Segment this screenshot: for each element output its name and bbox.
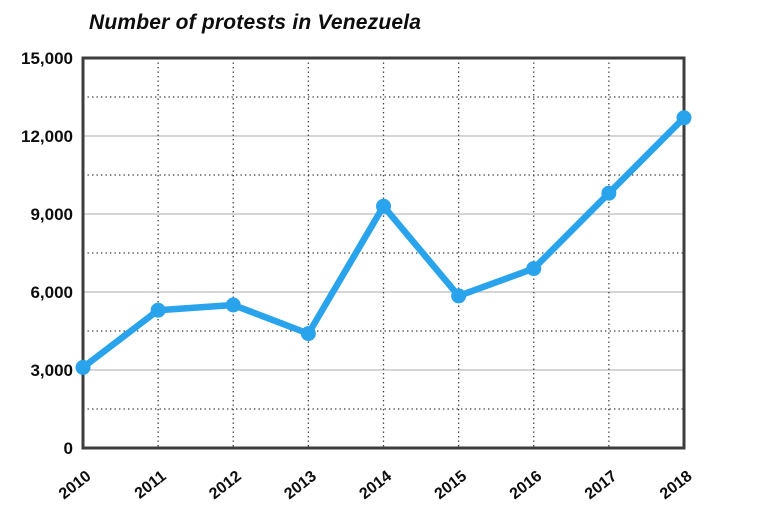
x-tick-label-2010: 2010 xyxy=(56,468,95,503)
data-point-2013 xyxy=(300,326,316,342)
data-point-2018 xyxy=(676,110,692,126)
chart-title: Number of protests in Venezuela xyxy=(89,11,422,34)
data-point-2012 xyxy=(225,297,241,313)
x-tick-label-2013: 2013 xyxy=(281,468,320,503)
x-tick-label-2011: 2011 xyxy=(132,468,170,503)
y-tick-label: 9,000 xyxy=(30,205,73,224)
plot-frame xyxy=(81,56,686,450)
x-tick-label-2018: 2018 xyxy=(657,468,696,503)
data-point-2017 xyxy=(601,185,617,201)
x-tick-label-2012: 2012 xyxy=(206,468,245,503)
data-point-2014 xyxy=(376,198,391,214)
y-tick-label: 3,000 xyxy=(30,361,73,380)
x-tick-label-2017: 2017 xyxy=(582,468,621,503)
x-tick-label-2014: 2014 xyxy=(356,468,395,503)
y-tick-label: 6,000 xyxy=(30,283,73,302)
x-tick-label-2016: 2016 xyxy=(507,468,546,503)
data-point-2016 xyxy=(526,261,542,277)
x-tick-label-2015: 2015 xyxy=(432,468,471,503)
y-tick-label: 12,000 xyxy=(21,127,73,146)
data-point-2010 xyxy=(75,359,91,375)
y-tick-label: 0 xyxy=(64,439,73,458)
data-point-2015 xyxy=(451,288,467,304)
y-tick-label: 15,000 xyxy=(21,49,73,68)
data-point-2011 xyxy=(150,302,166,318)
